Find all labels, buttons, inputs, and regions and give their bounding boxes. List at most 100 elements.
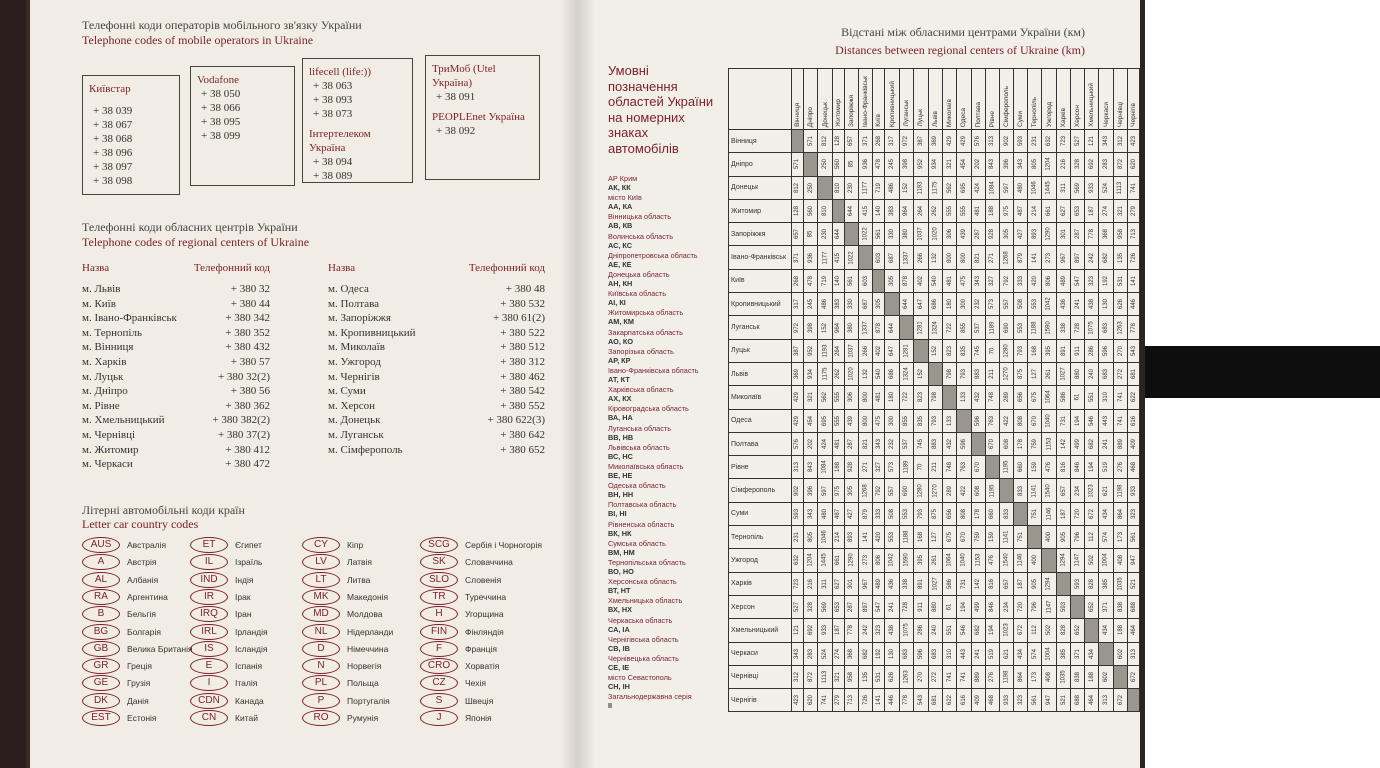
distance-value: 368 <box>1103 229 1110 240</box>
distance-value: 141 <box>1031 252 1038 263</box>
country-name: Ірак <box>235 591 251 602</box>
plate-item: Житомирська область АМ, КМ <box>608 308 683 326</box>
distance-value: 1023 <box>1003 623 1010 638</box>
distance-cell: 311 <box>1055 175 1072 200</box>
distance-value: 928 <box>848 462 855 473</box>
column-city: Одеса <box>960 107 968 127</box>
distance-cell: 499 <box>970 594 986 620</box>
operator-code: + 38 094 <box>313 156 353 168</box>
distance-value: 1280 <box>917 483 924 498</box>
distance-cell: 719 <box>872 175 886 200</box>
distance-value: 152 <box>903 182 910 193</box>
distance-cell: 1022 <box>858 222 874 247</box>
distance-value: 557 <box>889 485 896 496</box>
distance-cell: 626 <box>884 664 900 690</box>
distance-value: 1035 <box>1117 577 1124 591</box>
city-name: м. Полтава <box>328 297 380 310</box>
distance-value: 194 <box>989 625 996 636</box>
distance-cell: 128 <box>831 128 845 154</box>
column-city: Дніпро <box>807 106 815 127</box>
distance-value: 135 <box>862 671 869 682</box>
row-city: Вінниця <box>728 128 792 154</box>
distance-value: 1268 <box>862 483 869 498</box>
distance-value: 793 <box>1017 345 1024 356</box>
distance-value: 427 <box>1017 229 1024 240</box>
distance-cell: 1590 <box>1041 315 1057 340</box>
distance-cell: 947 <box>1041 688 1057 713</box>
city-code: + 380 462 <box>500 370 545 383</box>
distance-cell: 1046 <box>817 525 833 550</box>
distance-value: 571 <box>807 136 814 147</box>
distance-cell: 670 <box>970 455 986 480</box>
distance-cell: 586 <box>941 571 958 596</box>
region-codes: ВО, НО <box>608 567 634 576</box>
region-name: Чернігівська область <box>608 634 679 644</box>
plate-item: Одеська область ВН, НН <box>608 481 666 499</box>
distance-value: 593 <box>1074 578 1081 589</box>
distance-value: 481 <box>975 206 982 217</box>
distance-value: 231 <box>1031 136 1038 147</box>
distance-cell: 661 <box>831 548 845 573</box>
distance-value: 234 <box>1003 602 1010 613</box>
distance-value: 133 <box>946 415 953 426</box>
distance-value: 310 <box>946 648 953 659</box>
distance-cell: 241 <box>1098 431 1114 457</box>
country-code: S <box>420 692 458 709</box>
distance-value: 683 <box>903 648 910 659</box>
distance-value: 879 <box>1017 252 1024 263</box>
distance-cell: 272 <box>927 664 943 690</box>
column-header: Львів <box>927 68 943 130</box>
distance-value: 823 <box>917 392 924 403</box>
column-city: Хмельницький <box>1088 83 1096 127</box>
distance-cell: 597 <box>817 478 833 503</box>
table-row: Луганськ 972 398 152 964 380 1337 878 644 1281 132… <box>728 315 1141 340</box>
distance-cell: 142 <box>970 571 986 596</box>
distance-cell: 159 <box>1027 455 1043 480</box>
region-name: Херсонська область <box>608 577 677 587</box>
distance-cell: 872 <box>1112 152 1129 177</box>
distance-cell: 524 <box>817 641 833 666</box>
distance-cell: 540 <box>872 361 886 387</box>
operator-code: + 38 095 <box>201 116 241 128</box>
plate-item: Львівська область ВС, НС <box>608 443 670 461</box>
table-row: Чернігів 423 620 741 279 713 726 141 446 778 543 68… <box>728 688 1141 713</box>
distance-value: 121 <box>1088 136 1095 147</box>
distance-value: 524 <box>1103 182 1110 193</box>
distance-cell: 439 <box>956 222 972 247</box>
distance-value: 569 <box>822 602 829 613</box>
distance-value: 266 <box>917 252 924 263</box>
distance-value: 422 <box>1003 415 1010 426</box>
distance-value: 661 <box>1046 206 1053 217</box>
city-name: м. Запоріжжя <box>328 312 391 325</box>
distance-value: 620 <box>807 695 814 706</box>
distance-value: 546 <box>1088 415 1095 426</box>
distance-value: 778 <box>1088 229 1095 240</box>
distance-cell: 415 <box>831 245 845 270</box>
distance-cell: 690 <box>998 315 1015 340</box>
region-codes: СЕ, ІЕ <box>608 663 630 672</box>
distance-value: 502 <box>1088 555 1095 566</box>
distance-cell: 622 <box>1127 385 1141 410</box>
country-code: I <box>190 675 228 692</box>
city-name: м. Херсон <box>328 399 376 412</box>
distance-value: 864 <box>1017 671 1024 682</box>
distance-value: 1324 <box>903 367 910 381</box>
distance-cell: 928 <box>984 222 1000 247</box>
distance-cell: 1445 <box>817 548 833 573</box>
distance-cell: 368 <box>843 641 860 666</box>
distance-cell: 796 <box>1070 525 1086 550</box>
country-name: Нідерланди <box>347 626 394 637</box>
distance-cell: 661 <box>1041 198 1057 224</box>
distance-value: 652 <box>1074 625 1081 636</box>
distance-cell: 593 <box>1013 128 1029 154</box>
distance-cell: 537 <box>898 431 915 457</box>
distance-cell: 560 <box>831 152 845 177</box>
distance-cell: 692 <box>1084 152 1100 177</box>
distance-value: 562 <box>946 182 953 193</box>
distance-cell: 502 <box>1041 618 1057 643</box>
distance-value: 835 <box>960 345 967 356</box>
country-code: GB <box>82 640 120 657</box>
table-row: Ужгород 632 1204 1445 661 1290 273 806 1042 1590 3… <box>728 548 1141 573</box>
distance-value: 187 <box>1017 578 1024 589</box>
distance-cell: 1022 <box>843 245 860 270</box>
